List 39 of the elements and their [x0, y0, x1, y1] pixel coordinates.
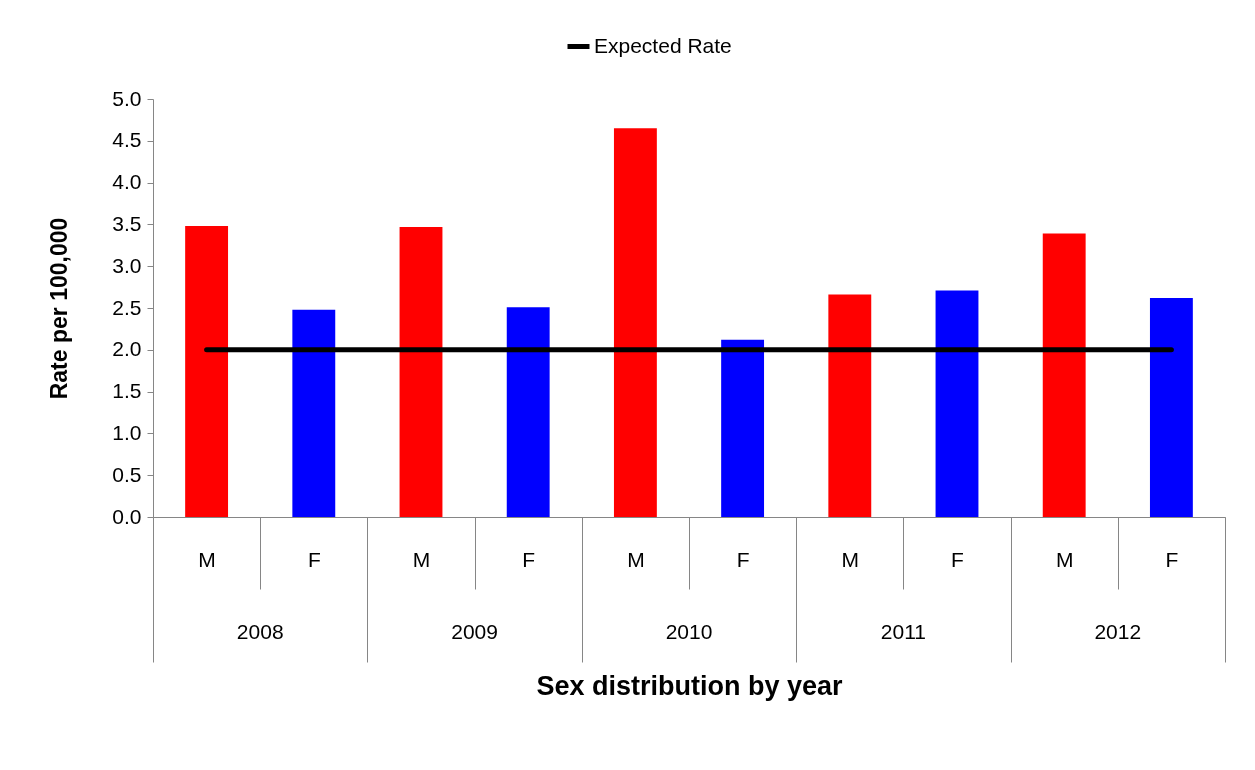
x-tick-label: F — [736, 547, 750, 571]
x-axis-title: Sex distribution by year — [536, 671, 844, 701]
x-tick-label: F — [1165, 547, 1179, 571]
x-tick-label: M — [412, 547, 431, 571]
y-tick-label: 3.5 — [112, 211, 142, 235]
bar — [506, 307, 550, 517]
x-tick-label: M — [1055, 547, 1074, 571]
x-tick-label: M — [841, 547, 860, 571]
x-tick-label: M — [198, 547, 216, 571]
y-tick-label: 4.5 — [112, 128, 142, 152]
x-tick-label: F — [951, 547, 964, 571]
bar — [935, 290, 979, 517]
y-tick-label: 2.0 — [112, 337, 142, 361]
x-tick-label: F — [522, 547, 536, 571]
text: 2011 — [880, 620, 926, 643]
y-tick-label: 1.5 — [112, 379, 142, 403]
y-tick-label: 4.0 — [112, 170, 142, 194]
text: 2010 — [665, 620, 713, 643]
text: 2012 — [1094, 620, 1142, 643]
y-axis-title: Rate per 100,000 — [46, 217, 73, 400]
bar — [1149, 297, 1193, 517]
bar — [185, 226, 229, 517]
text: 2009 — [451, 620, 498, 643]
y-tick-label: 2.5 — [112, 295, 142, 319]
y-tick-label: 3.0 — [112, 253, 142, 277]
text: 2008 — [236, 620, 284, 643]
legend-label: Expected Rate — [594, 33, 732, 57]
y-tick-label: 5.0 — [112, 86, 142, 110]
bar — [1042, 233, 1086, 517]
bar — [399, 226, 443, 517]
y-tick-label: 0.5 — [112, 462, 142, 486]
bar — [721, 339, 765, 517]
x-tick-label: F — [307, 547, 321, 571]
bar — [828, 294, 872, 517]
y-tick-label: 0.0 — [112, 504, 142, 528]
bar — [292, 309, 336, 517]
x-tick-label: M — [627, 547, 645, 571]
bar — [613, 128, 657, 517]
y-tick-label: 1.0 — [112, 420, 142, 444]
